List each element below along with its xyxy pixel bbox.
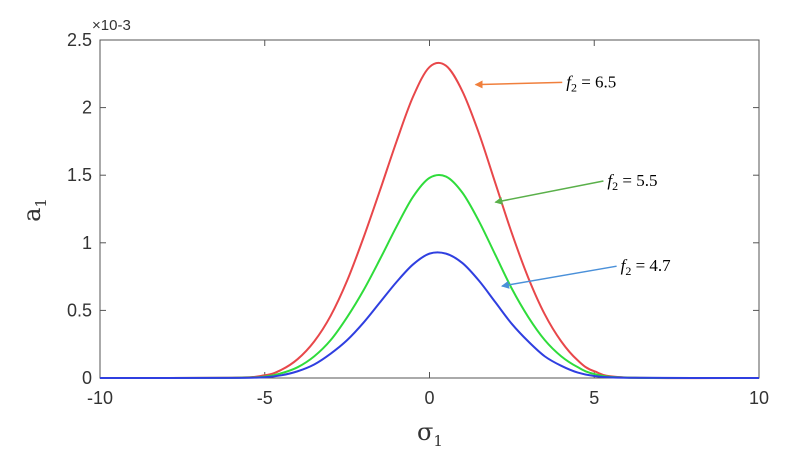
- y-tick-label: 2: [82, 98, 92, 118]
- y-tick-label: 2.5: [67, 30, 92, 50]
- annotation-arrow: [501, 265, 617, 289]
- annotation-label: f2 = 4.7: [621, 256, 672, 278]
- annotation-label-rhs: = 6.5: [577, 72, 616, 91]
- series-line-2: [99, 251, 760, 379]
- x-tick-label: -10: [87, 388, 113, 408]
- annotation-label-lhs: f: [607, 171, 614, 190]
- annotations: f2 = 6.5f2 = 5.5f2 = 4.7: [474, 72, 672, 289]
- plot-frame: [99, 39, 760, 379]
- annotation-label-rhs: = 5.5: [618, 171, 657, 190]
- x-tick-label: 0: [424, 388, 434, 408]
- x-tick-label: 10: [749, 388, 769, 408]
- annotation-arrow: [494, 180, 604, 205]
- annotation-label: f2 = 6.5: [566, 72, 616, 94]
- series-line-0: [99, 61, 760, 380]
- series-lines: [99, 61, 760, 380]
- x-tick-label: 5: [589, 388, 599, 408]
- y-tick-label: 0: [82, 368, 92, 388]
- y-axis-label-sub: 1: [32, 198, 50, 208]
- y-tick-label: 1: [82, 233, 92, 253]
- axis-ticks: -10 -5 0 5 10 0 0.5 1 1.5 2 2.5: [67, 30, 769, 408]
- svg-text:σ1: σ1: [417, 418, 443, 450]
- y-axis-label-main: a: [18, 208, 46, 222]
- x-tick-label: -5: [257, 388, 273, 408]
- annotation-label-sub: 2: [571, 80, 577, 94]
- y-tick-label: 0.5: [67, 300, 92, 320]
- x-axis-label-sub: 1: [433, 432, 443, 450]
- annotation-arrow: [474, 80, 563, 89]
- annotation-label-rhs: = 4.7: [631, 256, 671, 275]
- annotation-label-sub: 2: [625, 264, 631, 278]
- y-axis-label: a1: [18, 198, 50, 222]
- y-exponent-label: ×10-3: [92, 17, 131, 34]
- annotation-label-lhs: f: [621, 256, 628, 275]
- annotation-label-sub: 2: [612, 179, 618, 193]
- annotation-label-lhs: f: [566, 72, 573, 91]
- x-axis-label-main: σ: [417, 418, 433, 446]
- plot-area: [99, 39, 760, 379]
- series-line-1: [99, 173, 760, 380]
- y-tick-label: 1.5: [67, 165, 92, 185]
- x-axis-label: σ1: [417, 418, 443, 450]
- annotation-label: f2 = 5.5: [607, 171, 657, 193]
- svg-text:a1: a1: [18, 198, 50, 222]
